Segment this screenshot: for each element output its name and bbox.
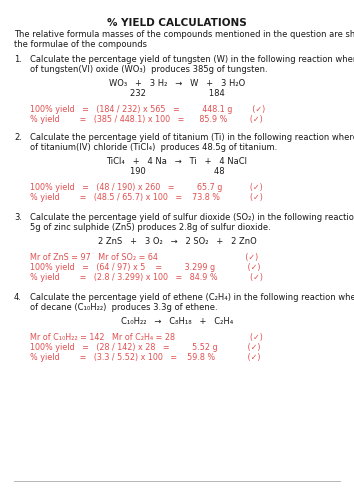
Text: % yield        =   (385 / 448.1) x 100   =      85.9 %         (✓): % yield = (385 / 448.1) x 100 = 85.9 % (… xyxy=(30,115,263,124)
Text: 5g of zinc sulphide (ZnS) produces 2.8g of sulfur dioxide.: 5g of zinc sulphide (ZnS) produces 2.8g … xyxy=(30,223,271,232)
Text: 100% yield   =   (64 / 97) x 5    =         3.299 g             (✓): 100% yield = (64 / 97) x 5 = 3.299 g (✓) xyxy=(30,263,261,272)
Text: 2.: 2. xyxy=(14,133,22,142)
Text: % YIELD CALCULATIONS: % YIELD CALCULATIONS xyxy=(107,18,247,28)
Text: 2 ZnS   +   3 O₂   →   2 SO₂   +   2 ZnO: 2 ZnS + 3 O₂ → 2 SO₂ + 2 ZnO xyxy=(98,237,256,246)
Text: % yield        =   (3.3 / 5.52) x 100   =    59.8 %             (✓): % yield = (3.3 / 5.52) x 100 = 59.8 % (✓… xyxy=(30,353,261,362)
Text: of tungsten(VI) oxide (WO₃)  produces 385g of tungsten.: of tungsten(VI) oxide (WO₃) produces 385… xyxy=(30,65,268,74)
Text: 100% yield   =   (184 / 232) x 565   =         448.1 g        (✓): 100% yield = (184 / 232) x 565 = 448.1 g… xyxy=(30,105,265,114)
Text: Calculate the percentage yield of sulfur dioxide (SO₂) in the following reaction: Calculate the percentage yield of sulfur… xyxy=(30,213,354,222)
Text: 190                          48: 190 48 xyxy=(130,167,224,176)
Text: 4.: 4. xyxy=(14,293,22,302)
Text: Mr of C₁₀H₂₂ = 142   Mr of C₂H₄ = 28                              (✓): Mr of C₁₀H₂₂ = 142 Mr of C₂H₄ = 28 (✓) xyxy=(30,333,263,342)
Text: 100% yield   =   (28 / 142) x 28   =         5.52 g            (✓): 100% yield = (28 / 142) x 28 = 5.52 g (✓… xyxy=(30,343,261,352)
Text: Calculate the percentage yield of titanium (Ti) in the following reaction where : Calculate the percentage yield of titani… xyxy=(30,133,354,142)
Text: Calculate the percentage yield of tungsten (W) in the following reaction where 5: Calculate the percentage yield of tungst… xyxy=(30,55,354,64)
Text: WO₃   +   3 H₂   →   W   +   3 H₂O: WO₃ + 3 H₂ → W + 3 H₂O xyxy=(109,79,245,88)
Text: of decane (C₁₀H₂₂)  produces 3.3g of ethene.: of decane (C₁₀H₂₂) produces 3.3g of ethe… xyxy=(30,303,218,312)
Text: 1.: 1. xyxy=(14,55,22,64)
Text: The relative formula masses of the compounds mentioned in the question are shown: The relative formula masses of the compo… xyxy=(14,30,354,39)
Text: % yield        =   (48.5 / 65.7) x 100   =    73.8 %            (✓): % yield = (48.5 / 65.7) x 100 = 73.8 % (… xyxy=(30,193,263,202)
Text: % yield        =   (2.8 / 3.299) x 100   =   84.9 %             (✓): % yield = (2.8 / 3.299) x 100 = 84.9 % (… xyxy=(30,273,263,282)
Text: TiCl₄   +   4 Na   →   Ti   +   4 NaCl: TiCl₄ + 4 Na → Ti + 4 NaCl xyxy=(107,157,247,166)
Text: 3.: 3. xyxy=(14,213,22,222)
Text: C₁₀H₂₂   →   C₈H₁₈   +   C₂H₄: C₁₀H₂₂ → C₈H₁₈ + C₂H₄ xyxy=(121,317,233,326)
Text: 100% yield   =   (48 / 190) x 260   =         65.7 g           (✓): 100% yield = (48 / 190) x 260 = 65.7 g (… xyxy=(30,183,263,192)
Text: of titanium(IV) chloride (TiCl₄)  produces 48.5g of titanium.: of titanium(IV) chloride (TiCl₄) produce… xyxy=(30,143,277,152)
Text: the formulae of the compounds: the formulae of the compounds xyxy=(14,40,147,49)
Text: Mr of ZnS = 97   Mr of SO₂ = 64                                   (✓): Mr of ZnS = 97 Mr of SO₂ = 64 (✓) xyxy=(30,253,258,262)
Text: 232                        184: 232 184 xyxy=(130,89,224,98)
Text: Calculate the percentage yield of ethene (C₂H₄) in the following reaction where : Calculate the percentage yield of ethene… xyxy=(30,293,354,302)
